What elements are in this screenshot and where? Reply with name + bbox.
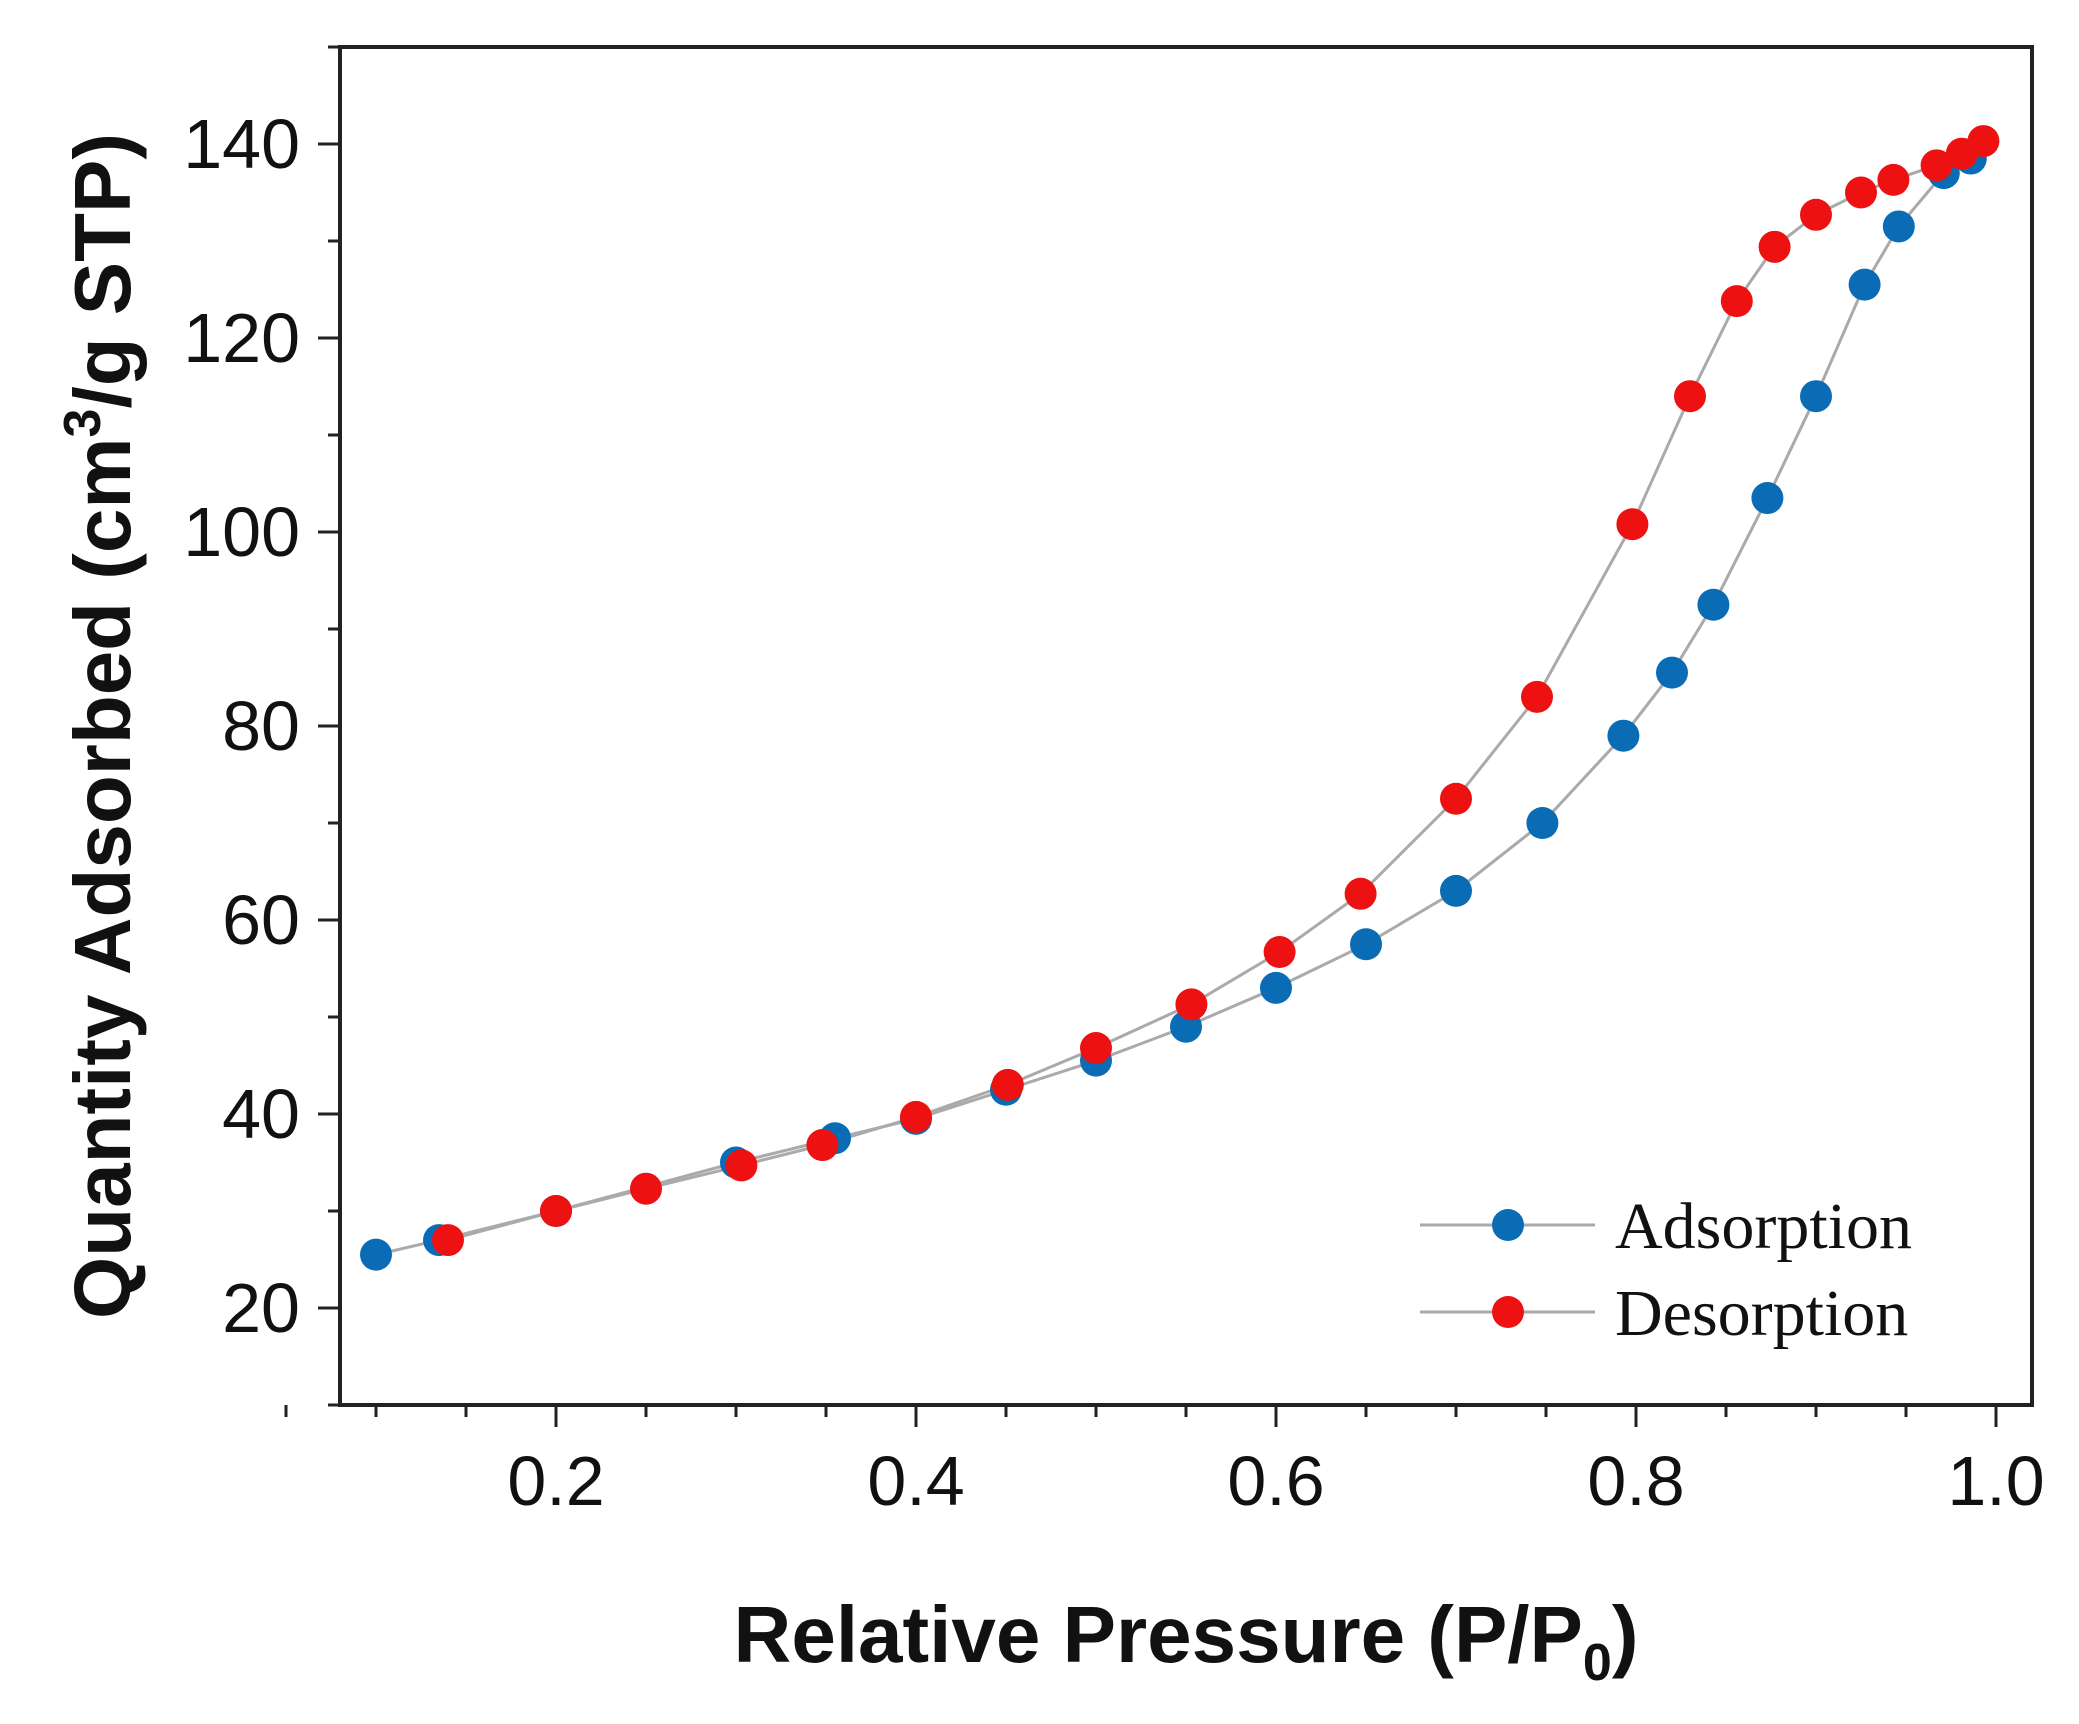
desorption-point	[1616, 508, 1649, 541]
adsorption-point	[1882, 210, 1915, 243]
desorption-point	[1877, 163, 1910, 196]
desorption-line	[447, 139, 1985, 1242]
x-tick-label: 1.0	[1947, 1442, 2044, 1520]
adsorption-point	[1260, 971, 1292, 1004]
adsorption-point	[1526, 807, 1559, 839]
adsorption-point	[1607, 719, 1640, 752]
desorption-point	[1720, 285, 1753, 318]
y-tick-label: 40	[222, 1075, 300, 1153]
adsorption-point	[1350, 928, 1382, 961]
y-axis-title-superscript: 3	[54, 409, 112, 438]
legend-desorption-marker	[1492, 1296, 1524, 1328]
adsorption-point	[1800, 380, 1832, 413]
y-axis-ticks: 20 40 60 80 100 120 140	[183, 45, 340, 1407]
y-axis-title-end: /g STP)	[58, 133, 147, 409]
x-axis-title-end: )	[1612, 1590, 1639, 1679]
y-tick-label: 120	[183, 299, 300, 377]
desorption-point	[1800, 198, 1832, 231]
y-axis-title: Quantity Adsorbed (cm3/g STP)	[54, 133, 147, 1319]
legend-adsorption-marker	[1492, 1209, 1524, 1241]
x-tick-label: 0.2	[507, 1442, 604, 1520]
desorption-point	[806, 1129, 839, 1162]
adsorption-point	[1751, 482, 1784, 515]
legend: Adsorption Desorption	[1420, 1190, 1912, 1350]
desorption-point	[1175, 988, 1208, 1021]
x-tick-label: 0.4	[867, 1442, 964, 1520]
desorption-point	[540, 1195, 572, 1227]
x-tick-label: 0.8	[1587, 1442, 1684, 1520]
y-tick-label: 80	[222, 687, 300, 765]
desorption-point	[1440, 782, 1472, 815]
adsorption-point	[1848, 268, 1881, 301]
desorption-point	[1967, 125, 2000, 158]
y-tick-label: 20	[222, 1269, 300, 1347]
adsorption-point	[1656, 656, 1688, 689]
legend-desorption-label: Desorption	[1615, 1277, 1908, 1350]
desorption-point	[1521, 680, 1553, 713]
desorption-point	[1845, 176, 1877, 209]
desorption-point	[900, 1100, 932, 1133]
series-points	[360, 125, 2000, 1271]
x-axis-title: Relative Pressure (P/P0)	[734, 1590, 1639, 1692]
desorption-point	[725, 1149, 758, 1182]
legend-adsorption-label: Adsorption	[1615, 1190, 1912, 1263]
x-axis-ticks: 0.2 0.4 0.6 0.8 1.0	[284, 1405, 2045, 1520]
desorption-point	[432, 1224, 464, 1257]
adsorption-point	[1440, 874, 1472, 907]
desorption-point	[1080, 1032, 1112, 1065]
y-tick-label: 140	[183, 105, 300, 183]
x-tick-label: 0.6	[1227, 1442, 1324, 1520]
y-tick-label: 100	[183, 493, 300, 571]
desorption-point	[630, 1172, 662, 1205]
desorption-point	[1758, 230, 1791, 263]
adsorption-point	[1697, 588, 1730, 621]
x-axis-title-subscript: 0	[1583, 1634, 1612, 1692]
desorption-point	[1674, 380, 1706, 413]
desorption-point	[1263, 936, 1296, 969]
desorption-point	[1344, 877, 1377, 910]
y-tick-label: 60	[222, 881, 300, 959]
adsorption-point	[360, 1238, 392, 1271]
adsorption-line	[375, 157, 1972, 1257]
desorption-point	[1920, 149, 1953, 182]
desorption-point	[991, 1068, 1024, 1101]
